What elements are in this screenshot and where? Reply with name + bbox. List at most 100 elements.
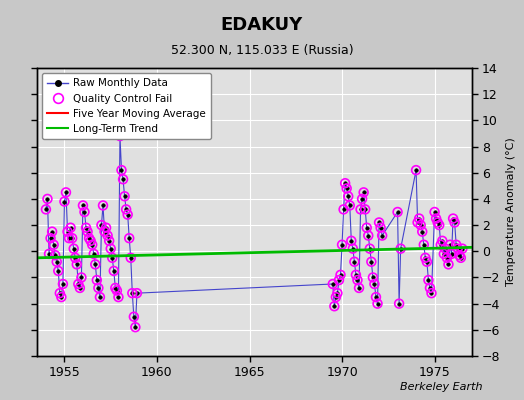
- Point: [361, 206, 369, 212]
- Point: [372, 294, 380, 300]
- Point: [348, 246, 357, 252]
- Point: [454, 246, 462, 252]
- Point: [443, 255, 451, 261]
- Point: [103, 232, 112, 239]
- Point: [127, 255, 135, 261]
- Point: [373, 300, 381, 307]
- Point: [62, 189, 70, 196]
- Point: [43, 196, 52, 202]
- Point: [129, 314, 138, 320]
- Text: Berkeley Earth: Berkeley Earth: [400, 382, 482, 392]
- Point: [412, 167, 420, 173]
- Point: [119, 176, 127, 182]
- Point: [458, 246, 466, 252]
- Point: [438, 238, 446, 244]
- Point: [86, 238, 95, 244]
- Point: [60, 198, 69, 205]
- Point: [358, 196, 366, 202]
- Point: [131, 324, 139, 330]
- Point: [96, 294, 104, 300]
- Point: [57, 294, 66, 300]
- Point: [125, 235, 134, 241]
- Point: [441, 246, 450, 252]
- Point: [85, 235, 93, 241]
- Point: [432, 215, 440, 222]
- Point: [332, 294, 340, 300]
- Point: [63, 228, 72, 235]
- Point: [394, 209, 402, 215]
- Point: [54, 268, 62, 274]
- Point: [88, 242, 96, 248]
- Point: [128, 290, 136, 296]
- Point: [97, 222, 106, 228]
- Point: [378, 232, 386, 239]
- Point: [338, 242, 346, 248]
- Point: [48, 228, 56, 235]
- Point: [133, 290, 141, 296]
- Point: [93, 277, 101, 283]
- Point: [452, 242, 461, 248]
- Point: [82, 224, 90, 231]
- Point: [94, 285, 103, 291]
- Point: [101, 228, 109, 235]
- Point: [110, 268, 118, 274]
- Point: [375, 219, 383, 226]
- Point: [79, 202, 87, 209]
- Point: [353, 277, 362, 283]
- Point: [417, 222, 425, 228]
- Point: [345, 202, 354, 209]
- Point: [421, 255, 430, 261]
- Point: [336, 272, 345, 278]
- Point: [426, 285, 434, 291]
- Point: [71, 255, 80, 261]
- Point: [415, 215, 423, 222]
- Point: [124, 212, 132, 218]
- Point: [363, 224, 371, 231]
- Point: [67, 224, 75, 231]
- Point: [423, 258, 431, 265]
- Point: [108, 255, 116, 261]
- Point: [51, 252, 59, 258]
- Point: [65, 235, 73, 241]
- Point: [105, 238, 113, 244]
- Point: [49, 242, 58, 248]
- Point: [370, 281, 379, 287]
- Point: [440, 251, 448, 257]
- Point: [433, 219, 442, 226]
- Text: EDAKUY: EDAKUY: [221, 16, 303, 34]
- Point: [91, 261, 100, 268]
- Point: [77, 274, 85, 281]
- Point: [359, 189, 368, 196]
- Point: [447, 251, 456, 257]
- Point: [117, 167, 126, 173]
- Point: [102, 224, 110, 231]
- Point: [42, 206, 50, 212]
- Point: [70, 246, 78, 252]
- Point: [355, 285, 363, 291]
- Point: [121, 193, 129, 200]
- Point: [344, 193, 353, 200]
- Point: [436, 242, 445, 248]
- Point: [99, 202, 107, 209]
- Point: [446, 242, 454, 248]
- Point: [52, 258, 61, 265]
- Point: [350, 258, 358, 265]
- Text: 52.300 N, 115.033 E (Russia): 52.300 N, 115.033 E (Russia): [171, 44, 353, 57]
- Point: [376, 224, 385, 231]
- Point: [46, 235, 54, 241]
- Point: [364, 232, 373, 239]
- Point: [435, 222, 443, 228]
- Point: [449, 215, 457, 222]
- Point: [114, 294, 123, 300]
- Point: [56, 290, 64, 296]
- Point: [366, 246, 374, 252]
- Point: [333, 290, 342, 296]
- Point: [68, 235, 77, 241]
- Point: [83, 228, 92, 235]
- Point: [424, 277, 433, 283]
- Legend: Raw Monthly Data, Quality Control Fail, Five Year Moving Average, Long-Term Tren: Raw Monthly Data, Quality Control Fail, …: [42, 73, 211, 139]
- Point: [418, 228, 427, 235]
- Point: [367, 258, 376, 265]
- Point: [356, 206, 365, 212]
- Point: [343, 185, 351, 192]
